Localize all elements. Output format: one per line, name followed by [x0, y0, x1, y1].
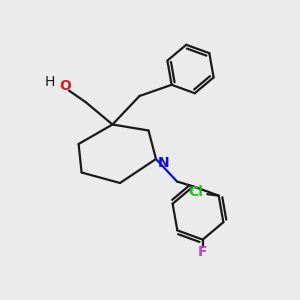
- Text: Cl: Cl: [188, 185, 203, 199]
- Text: N: N: [158, 156, 169, 170]
- Text: F: F: [198, 245, 207, 259]
- Text: O: O: [59, 80, 71, 93]
- Text: H: H: [45, 75, 55, 88]
